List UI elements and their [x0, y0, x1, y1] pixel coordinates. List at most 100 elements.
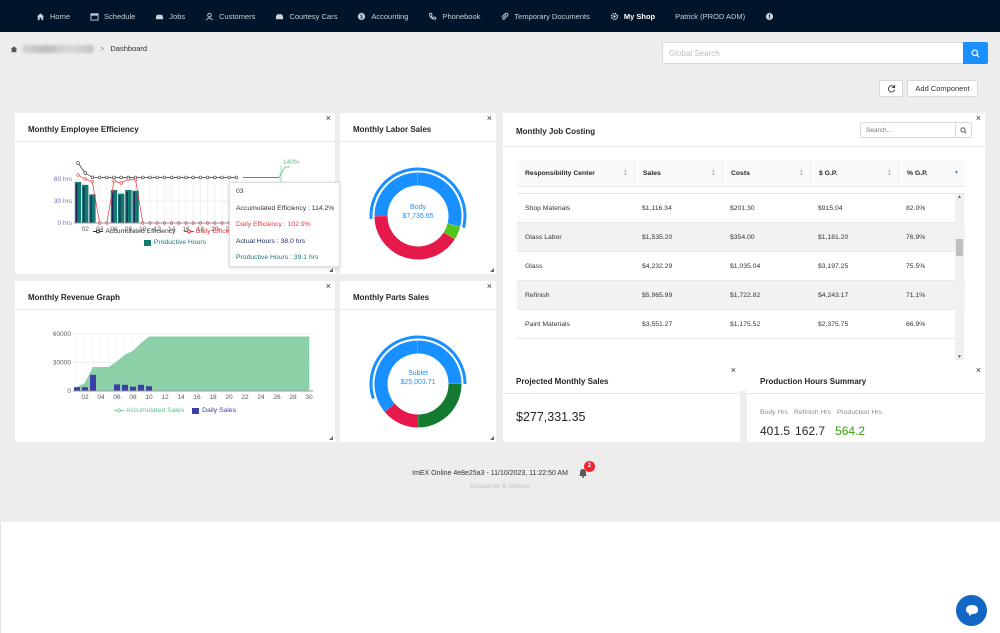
legend-accumulated[interactable]: Accumulated Efficiency — [93, 228, 176, 235]
add-component-button[interactable]: Add Component — [907, 80, 978, 97]
table-scrollbar[interactable]: ▲ ▼ — [955, 194, 964, 360]
disclaimer-link[interactable]: Disclaimer & Notices — [470, 483, 530, 490]
daily-sales-bar — [74, 387, 80, 391]
table-cell: $3,197.25 — [818, 262, 849, 270]
y-tick-label: 30000 — [53, 360, 71, 367]
table-cell: Shop Materials — [525, 204, 571, 212]
table-row[interactable]: Shop Materials $1,116.34 $201.30 $915.04 82.… — [517, 194, 965, 223]
column-header[interactable]: Responsibility Center ▲ ▼ — [525, 168, 628, 178]
close-icon[interactable]: × — [730, 365, 736, 375]
tooltip-line: 03 — [236, 188, 244, 195]
x-tick-label: 16 — [193, 394, 201, 401]
close-icon[interactable]: × — [486, 281, 492, 291]
table-row[interactable]: Glass $4,232.29 $1,035.04 $3,197.25 75.5% — [517, 252, 965, 281]
x-tick-label: 16 — [182, 226, 190, 233]
table-row[interactable]: Refinish $5,965.99 $1,722.82 $4,243.17 71.1% — [517, 281, 965, 310]
nav-phonebook[interactable]: Phonebook — [428, 12, 480, 21]
daily-efficiency-point — [119, 181, 123, 185]
resize-handle[interactable] — [329, 436, 333, 440]
refresh-button[interactable] — [879, 80, 903, 97]
legend-daily-sales[interactable]: Daily Sales — [192, 407, 236, 414]
job-costing-search-input[interactable] — [861, 123, 955, 137]
column-header[interactable]: $ G.P. ▲ ▼ — [810, 160, 898, 186]
accumulated-efficiency-point — [105, 175, 109, 180]
table-cell: $3,551.27 — [642, 320, 673, 328]
actual-hours-bar — [112, 192, 114, 223]
table-row[interactable]: Paint Materials $3,551.27 $1,175.52 $2,375.… — [517, 310, 965, 339]
body-hrs-label: Body Hrs — [760, 409, 788, 416]
card-title: Projected Monthly Sales — [516, 377, 609, 386]
nav-home[interactable]: Home — [36, 12, 70, 21]
nav-courtesy-cars[interactable]: Courtesy Cars — [275, 12, 337, 21]
x-tick-label: 08 — [129, 394, 137, 401]
job-costing-search-button[interactable] — [955, 123, 971, 137]
global-search-input[interactable] — [662, 42, 963, 64]
close-icon[interactable]: × — [486, 113, 492, 123]
y-tick-label: 30 hrs — [54, 198, 73, 205]
body-slice — [417, 172, 462, 227]
nav-my-shop[interactable]: My Shop — [610, 12, 655, 21]
chat-button[interactable] — [956, 595, 987, 626]
line-marker-icon — [93, 229, 104, 234]
table-cell: $1,035.04 — [730, 262, 761, 270]
x-tick-label: 22 — [241, 394, 249, 401]
svg-text:$: $ — [360, 14, 363, 20]
nav-accounting[interactable]: $ Accounting — [357, 12, 408, 21]
scroll-down-icon: ▼ — [957, 354, 962, 360]
accumulated-efficiency-point — [112, 175, 116, 180]
segment-slice — [417, 383, 462, 428]
column-header[interactable]: % G.P. ▼ — [898, 160, 965, 186]
close-icon[interactable]: × — [975, 365, 981, 375]
nav-schedule[interactable]: Schedule — [90, 12, 135, 21]
line-marker-icon — [113, 408, 124, 413]
accumulated-efficiency-point — [76, 161, 80, 165]
close-icon[interactable]: × — [975, 113, 981, 123]
notifications-bell[interactable]: 2 — [578, 461, 595, 478]
scrollbar-thumb[interactable] — [956, 239, 963, 256]
x-tick-label: 24 — [257, 394, 265, 401]
column-header[interactable]: Sales ▲ ▼ — [634, 160, 722, 186]
close-icon[interactable]: × — [325, 113, 331, 123]
production-hrs-value: 564.2 — [835, 424, 866, 438]
daily-sales-bar — [146, 386, 152, 391]
line-marker-icon — [183, 229, 194, 234]
nav-customers[interactable]: Customers — [205, 12, 255, 21]
x-tick-label: 20 — [225, 394, 233, 401]
nav-notifications[interactable] — [765, 12, 779, 21]
resize-handle[interactable] — [329, 268, 333, 272]
close-icon[interactable]: × — [325, 281, 331, 291]
job-costing-card: Monthly Job Costing × Responsibility Cen… — [503, 113, 985, 391]
resize-handle[interactable] — [490, 436, 494, 440]
table-row[interactable]: Glass Labor $1,535.20 $354.00 $1,181.20 76.9… — [517, 223, 965, 252]
home-icon[interactable] — [10, 45, 18, 53]
accumulated-efficiency-line — [278, 166, 290, 178]
global-search-button[interactable] — [963, 42, 988, 64]
daily-efficiency-point — [112, 179, 116, 183]
legend-daily[interactable]: Daily Efficiency — [183, 228, 242, 235]
y-tick-label: 0 hrs — [58, 220, 73, 227]
table-cell: $1,175.52 — [730, 320, 761, 328]
parts-sales-card: Monthly Parts Sales × Sublet $25,003.71 — [340, 281, 496, 442]
sublet-slice — [374, 340, 419, 412]
nav-jobs[interactable]: Jobs — [155, 12, 185, 21]
accumulated-efficiency-point — [220, 175, 224, 180]
body-hrs-value: 401.5 — [760, 424, 791, 438]
nav-user-menu[interactable]: Patrick (PROD ADM) — [675, 12, 745, 21]
daily-sales-bar — [122, 384, 128, 391]
nav-label: Customers — [219, 11, 256, 21]
scroll-up-icon: ▲ — [957, 194, 962, 200]
legend-productive[interactable]: Productive Hours — [143, 239, 206, 246]
legend-accumulated-sales[interactable]: Accumulated Sales — [113, 407, 184, 414]
card-header-divider — [747, 365, 985, 394]
notification-badge: 2 — [583, 461, 595, 472]
shop-name-blurred[interactable] — [22, 44, 94, 53]
productive-hours-bar — [132, 190, 139, 223]
production-labels: Body Hrs Refinish Hrs Production Hrs — [760, 409, 882, 416]
resize-handle[interactable] — [490, 268, 494, 272]
x-tick-label: 20 — [211, 226, 219, 233]
production-hours-card: Production Hours Summary × Body Hrs Refi… — [747, 365, 985, 442]
nav-temporary-documents[interactable]: Temporary Documents — [500, 12, 590, 21]
projected-sales-card: Projected Monthly Sales × $277,331.35 — [503, 365, 740, 442]
table-body: Shop Materials $1,116.34 $201.30 $915.04 82.… — [517, 194, 965, 339]
column-header[interactable]: Costs ▲ ▼ — [722, 160, 810, 186]
